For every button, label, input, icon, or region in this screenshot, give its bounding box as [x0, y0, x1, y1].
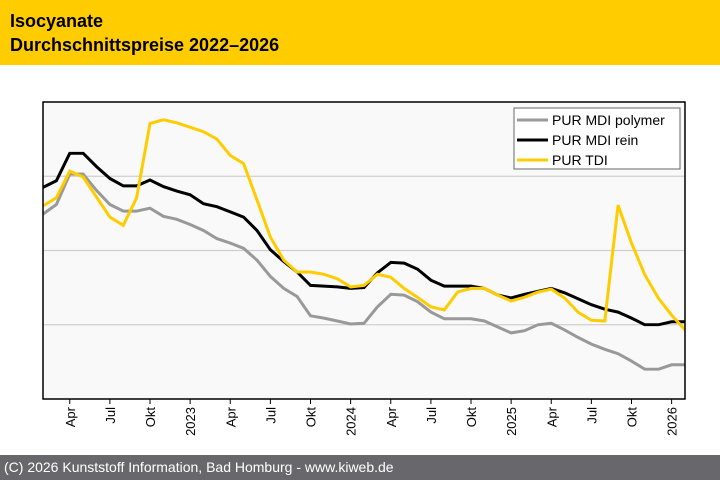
chart-header: Isocyanate Durchschnittspreise 2022–2026 [0, 0, 720, 65]
series-line-pur-mdi-rein [43, 153, 685, 325]
x-tick-label: 2026 [665, 407, 680, 436]
line-chart: Apr Jul Okt 2023 Apr Jul Okt 2024 Apr Jul Okt 2025 A… [0, 101, 720, 436]
footer: (C) 2026 Kunststoff Information, Bad Hom… [0, 455, 720, 480]
x-tick-label: Apr [63, 406, 78, 427]
chart-title-line2: Durchschnittspreise 2022–2026 [10, 35, 280, 55]
plot-border [42, 101, 686, 400]
x-tick-label: 2023 [183, 407, 198, 436]
x-tick-label: 2025 [504, 407, 519, 436]
x-tick-label: Apr [544, 406, 559, 427]
chart-title-line1: Isocyanate [10, 11, 104, 31]
series-line-pur-mdi-polymer [43, 174, 685, 369]
legend-label: PUR MDI polymer [552, 112, 665, 128]
x-tick-label: 2024 [344, 407, 359, 436]
x-tick-label: Jul [103, 407, 118, 424]
x-tick-label: Okt [304, 407, 319, 428]
series-line-pur-tdi [43, 120, 685, 330]
x-tick-label: Okt [625, 407, 640, 428]
x-tick-label: Apr [384, 406, 399, 427]
x-tick-label: Jul [584, 407, 599, 424]
x-tick-label: Jul [263, 407, 278, 424]
legend-label: PUR TDI [552, 152, 608, 168]
x-tick-label: Okt [464, 407, 479, 428]
copyright-text: (C) 2026 Kunststoff Information, Bad Hom… [4, 459, 394, 475]
x-tick-label: Okt [143, 407, 158, 428]
x-tick-label: Jul [424, 407, 439, 424]
x-tick-label: Apr [223, 406, 238, 427]
legend: PUR MDI polymer PUR MDI rein PUR TDI [513, 107, 681, 170]
legend-label: PUR MDI rein [552, 132, 638, 148]
